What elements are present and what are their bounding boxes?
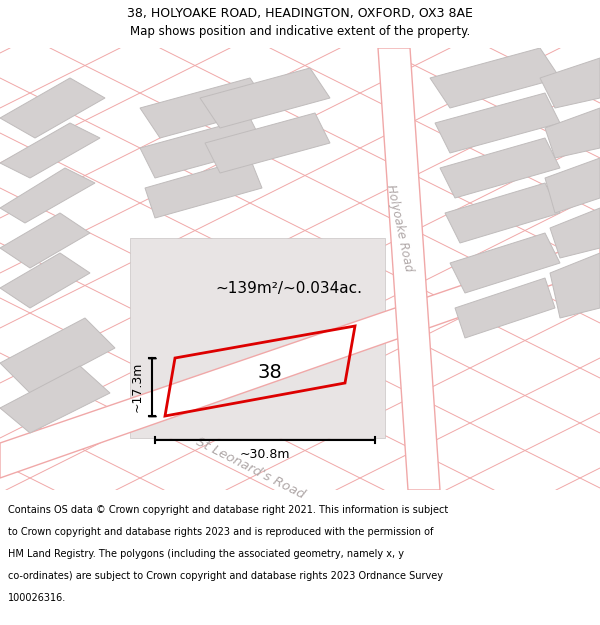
- Polygon shape: [130, 238, 385, 438]
- Polygon shape: [550, 253, 600, 318]
- Text: St Leonard's Road: St Leonard's Road: [193, 435, 307, 501]
- Polygon shape: [0, 168, 95, 223]
- Polygon shape: [540, 58, 600, 108]
- Polygon shape: [0, 238, 600, 478]
- Polygon shape: [140, 78, 270, 138]
- Text: 100026316.: 100026316.: [8, 592, 66, 602]
- Polygon shape: [0, 253, 90, 308]
- Text: HM Land Registry. The polygons (including the associated geometry, namely x, y: HM Land Registry. The polygons (includin…: [8, 549, 404, 559]
- Polygon shape: [450, 233, 560, 293]
- Polygon shape: [430, 48, 560, 108]
- Polygon shape: [145, 158, 262, 218]
- Polygon shape: [545, 158, 600, 213]
- Polygon shape: [0, 78, 105, 138]
- Polygon shape: [435, 93, 560, 153]
- Polygon shape: [545, 108, 600, 158]
- Text: Contains OS data © Crown copyright and database right 2021. This information is : Contains OS data © Crown copyright and d…: [8, 506, 448, 516]
- Text: to Crown copyright and database rights 2023 and is reproduced with the permissio: to Crown copyright and database rights 2…: [8, 528, 433, 538]
- Text: ~17.3m: ~17.3m: [131, 362, 143, 413]
- Text: 38: 38: [257, 364, 283, 382]
- Polygon shape: [455, 278, 555, 338]
- Text: Map shows position and indicative extent of the property.: Map shows position and indicative extent…: [130, 26, 470, 39]
- Text: ~139m²/~0.034ac.: ~139m²/~0.034ac.: [215, 281, 362, 296]
- Polygon shape: [0, 123, 100, 178]
- Polygon shape: [445, 183, 560, 243]
- Text: Holyoake Road: Holyoake Road: [385, 183, 416, 272]
- Text: 38, HOLYOAKE ROAD, HEADINGTON, OXFORD, OX3 8AE: 38, HOLYOAKE ROAD, HEADINGTON, OXFORD, O…: [127, 8, 473, 21]
- Polygon shape: [0, 213, 90, 268]
- Polygon shape: [0, 318, 115, 393]
- Polygon shape: [200, 68, 330, 128]
- Text: co-ordinates) are subject to Crown copyright and database rights 2023 Ordnance S: co-ordinates) are subject to Crown copyr…: [8, 571, 443, 581]
- Polygon shape: [378, 48, 440, 490]
- Polygon shape: [550, 208, 600, 258]
- Text: ~30.8m: ~30.8m: [240, 449, 290, 461]
- Polygon shape: [0, 366, 110, 433]
- Polygon shape: [205, 113, 330, 173]
- Polygon shape: [440, 138, 560, 198]
- Polygon shape: [140, 118, 265, 178]
